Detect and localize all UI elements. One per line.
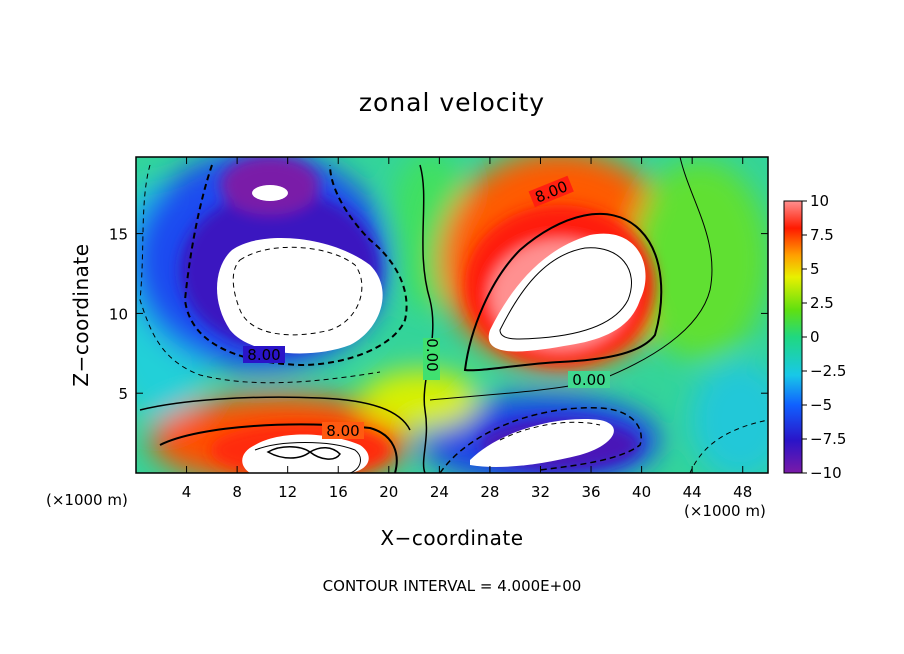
colorbar-tick-label: −7.5 <box>810 430 846 448</box>
colorbar-tick-label: 0 <box>810 328 820 346</box>
chart-title: zonal velocity <box>358 88 546 117</box>
colorbar-tick-label: −2.5 <box>810 362 846 380</box>
plot-frame <box>135 156 769 474</box>
colorbar <box>783 200 803 474</box>
colorbar-tick-label: 10 <box>810 192 829 210</box>
x-tick-label: 16 <box>329 483 348 501</box>
colorbar-tick-label: −5 <box>810 396 832 414</box>
colorbar-tick-label: 2.5 <box>810 294 834 312</box>
x-tick-label: 36 <box>581 483 600 501</box>
x-tick-label: 28 <box>480 483 499 501</box>
x-axis: 4 8 12 16 20 24 28 32 36 40 44 48 <box>182 157 752 501</box>
x-tick-label: 20 <box>379 483 398 501</box>
y-tick-label: 5 <box>118 385 128 403</box>
contour-label: 8.00 <box>326 422 359 440</box>
contour-label: 0.00 <box>572 371 605 389</box>
colorbar-tick-label: 7.5 <box>810 226 834 244</box>
x-axis-label: X−coordinate <box>380 526 524 550</box>
y-tick-label: 10 <box>109 305 128 323</box>
x-tick-label: 32 <box>531 483 550 501</box>
colorbar-ticks: 10 7.5 5 2.5 0 −2.5 −5 −7.5 −10 <box>802 192 846 482</box>
contour-interval-note: CONTOUR INTERVAL = 4.000E+00 <box>322 577 582 595</box>
x-tick-label: 48 <box>733 483 752 501</box>
x-tick-label: 12 <box>278 483 297 501</box>
y-axis-label: Z−coordinate <box>69 243 93 387</box>
heatmap-field <box>136 157 768 473</box>
x-tick-label: 40 <box>632 483 651 501</box>
colorbar-tick-label: −10 <box>810 464 842 482</box>
contour-label: 8.00 <box>247 346 280 364</box>
x-axis-unit-right: (×1000 m) <box>684 502 766 520</box>
x-tick-label: 24 <box>430 483 449 501</box>
x-tick-label: 44 <box>683 483 702 501</box>
contour-label: 0.00 <box>423 338 441 371</box>
x-tick-label: 8 <box>232 483 242 501</box>
colorbar-tick-label: 5 <box>810 260 820 278</box>
x-axis-unit-left: (×1000 m) <box>46 491 128 509</box>
y-tick-label: 15 <box>109 226 128 244</box>
x-tick-label: 4 <box>182 483 192 501</box>
y-axis: 5 10 15 <box>109 226 768 403</box>
